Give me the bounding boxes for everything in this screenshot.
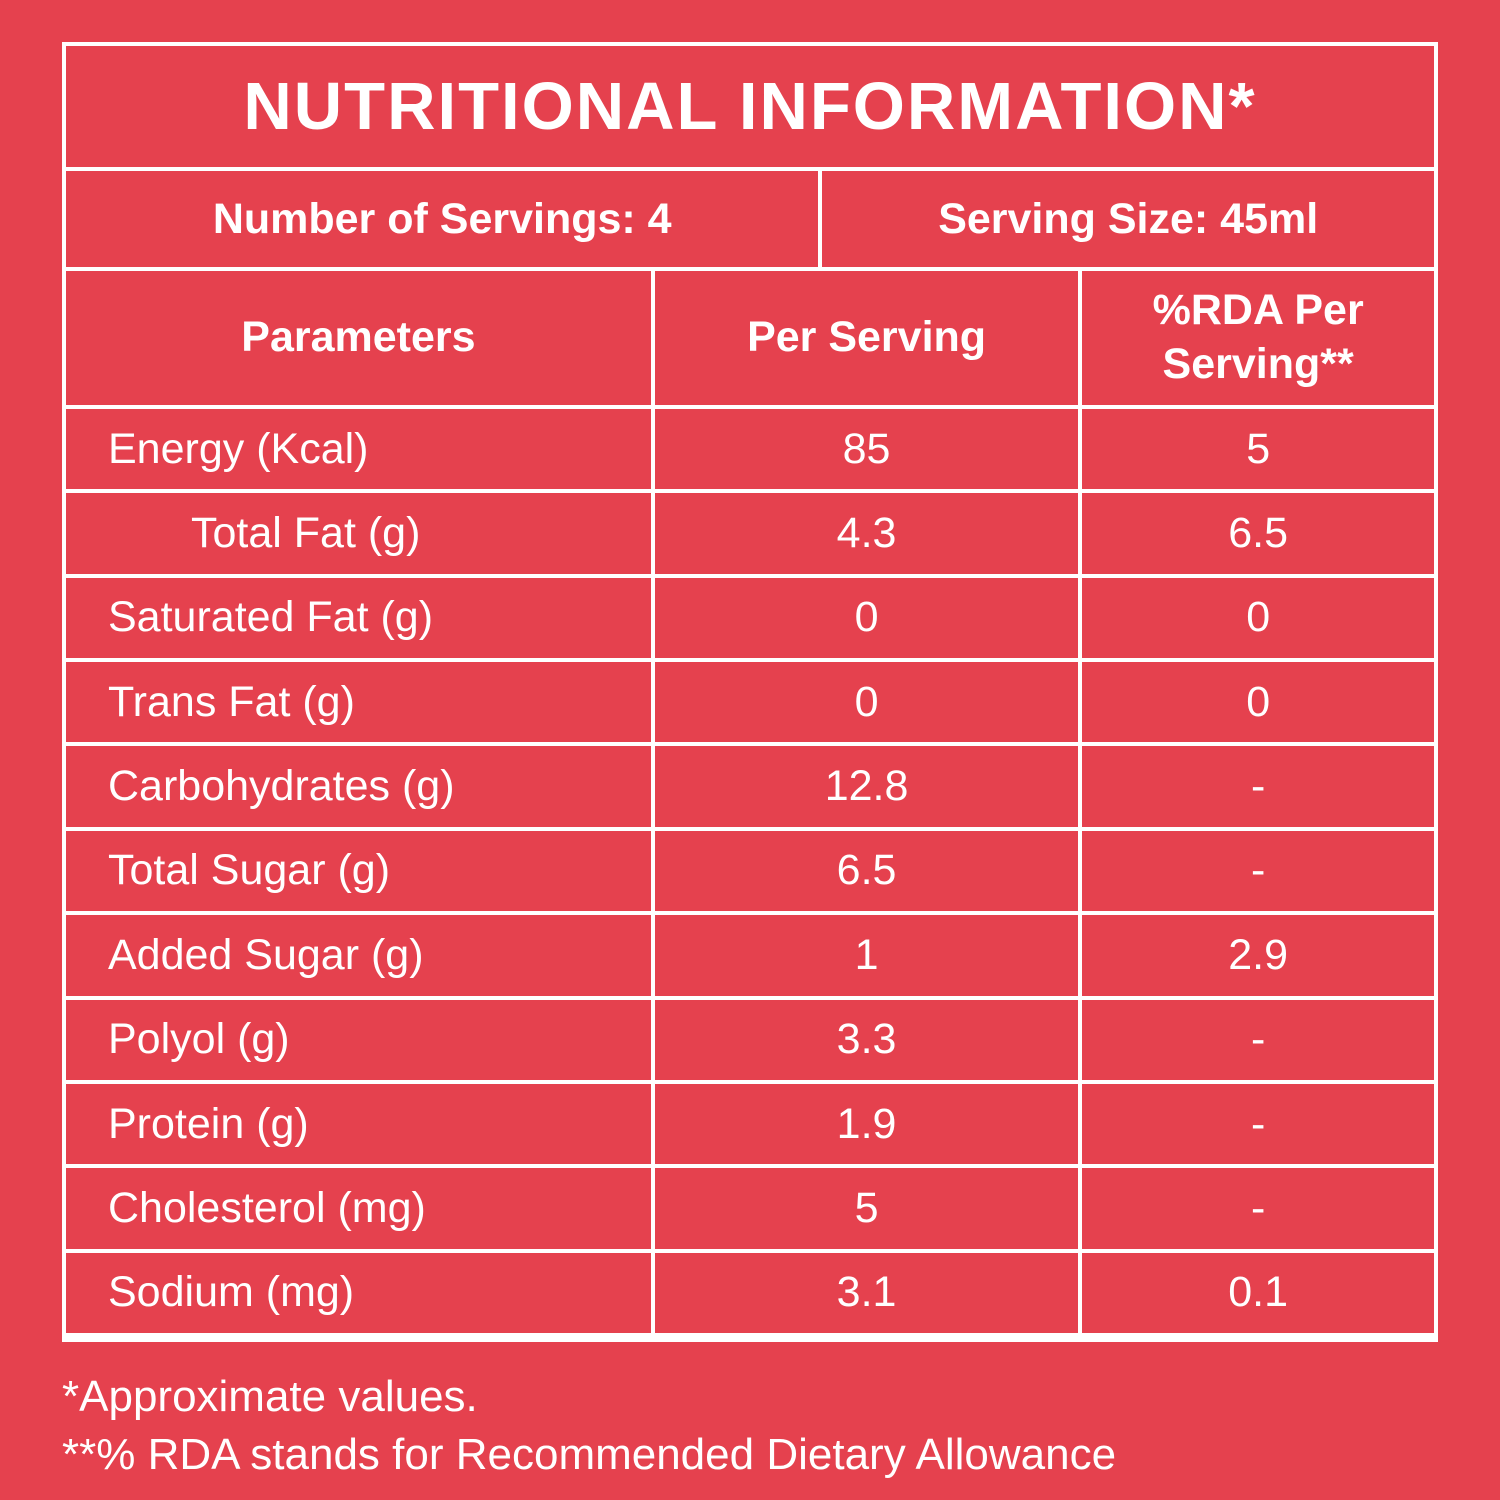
table-row-protein: Protein (g) 1.9 - (66, 1079, 1434, 1165)
table-row-saturated-fat: Saturated Fat (g) 0 0 (66, 573, 1434, 659)
per-serving-value: 12.8 (650, 746, 1079, 827)
footnotes: *Approximate values. **% RDA stands for … (62, 1368, 1438, 1484)
rda-value: 6.5 (1078, 493, 1434, 574)
table-row-sodium: Sodium (mg) 3.1 0.1 (66, 1248, 1434, 1333)
column-header-parameters: Parameters (241, 313, 476, 362)
per-serving-value: 1 (650, 915, 1079, 996)
parameter-label: Added Sugar (g) (108, 930, 424, 979)
footnote-approximate-values: *Approximate values. (62, 1372, 478, 1421)
footnote-rda-definition: **% RDA stands for Recommended Dietary A… (62, 1430, 1117, 1479)
parameter-label: Total Fat (g) (191, 509, 421, 558)
per-serving-value: 3.1 (650, 1252, 1079, 1333)
rda-value: - (1078, 746, 1434, 827)
number-of-servings: Number of Servings: 4 (212, 194, 672, 243)
rda-value: - (1078, 1083, 1434, 1165)
parameter-label: Protein (g) (108, 1099, 309, 1148)
servings-row: Number of Servings: 4 Serving Size: 45ml (66, 167, 1434, 267)
page-title: NUTRITIONAL INFORMATION* (243, 69, 1257, 144)
title-row: NUTRITIONAL INFORMATION* (66, 46, 1434, 167)
parameter-label: Cholesterol (mg) (108, 1183, 426, 1232)
column-header-per-serving: Per Serving (650, 271, 1079, 405)
parameter-label: Polyol (g) (108, 1015, 290, 1064)
nutrition-table: NUTRITIONAL INFORMATION* Number of Servi… (62, 42, 1438, 1342)
table-row-energy: Energy (Kcal) 85 5 (66, 405, 1434, 490)
rda-value: - (1078, 1168, 1434, 1249)
table-row-total-fat: Total Fat (g) 4.3 6.5 (66, 489, 1434, 574)
rda-value: 0 (1078, 577, 1434, 659)
table-row-cholesterol: Cholesterol (mg) 5 - (66, 1164, 1434, 1249)
per-serving-value: 6.5 (650, 830, 1079, 912)
rda-value: 2.9 (1078, 915, 1434, 996)
parameter-label: Saturated Fat (g) (108, 593, 434, 642)
table-row-added-sugar: Added Sugar (g) 1 2.9 (66, 911, 1434, 996)
parameter-label: Carbohydrates (g) (108, 762, 455, 811)
rda-value: - (1078, 830, 1434, 912)
per-serving-value: 4.3 (650, 493, 1079, 574)
table-row-polyol: Polyol (g) 3.3 - (66, 995, 1434, 1080)
parameter-label: Sodium (mg) (108, 1268, 355, 1317)
per-serving-value: 85 (650, 409, 1079, 490)
parameter-label: Trans Fat (g) (108, 677, 355, 726)
column-header-rda-per-serving: %RDA Per Serving** (1078, 271, 1434, 405)
parameter-label: Total Sugar (g) (108, 846, 391, 895)
rda-value: 0 (1078, 662, 1434, 743)
per-serving-value: 5 (650, 1168, 1079, 1249)
parameter-label: Energy (Kcal) (108, 424, 369, 473)
rda-value: - (1078, 999, 1434, 1080)
table-header-row: Parameters Per Serving %RDA Per Serving*… (66, 267, 1434, 405)
table-row-total-sugar: Total Sugar (g) 6.5 - (66, 826, 1434, 912)
per-serving-value: 1.9 (650, 1083, 1079, 1165)
per-serving-value: 0 (650, 662, 1079, 743)
rda-value: 0.1 (1078, 1252, 1434, 1333)
table-row-carbohydrates: Carbohydrates (g) 12.8 - (66, 742, 1434, 827)
per-serving-value: 3.3 (650, 999, 1079, 1080)
per-serving-value: 0 (650, 577, 1079, 659)
serving-size: Serving Size: 45ml (818, 171, 1434, 267)
rda-value: 5 (1078, 409, 1434, 490)
table-row-trans-fat: Trans Fat (g) 0 0 (66, 658, 1434, 743)
